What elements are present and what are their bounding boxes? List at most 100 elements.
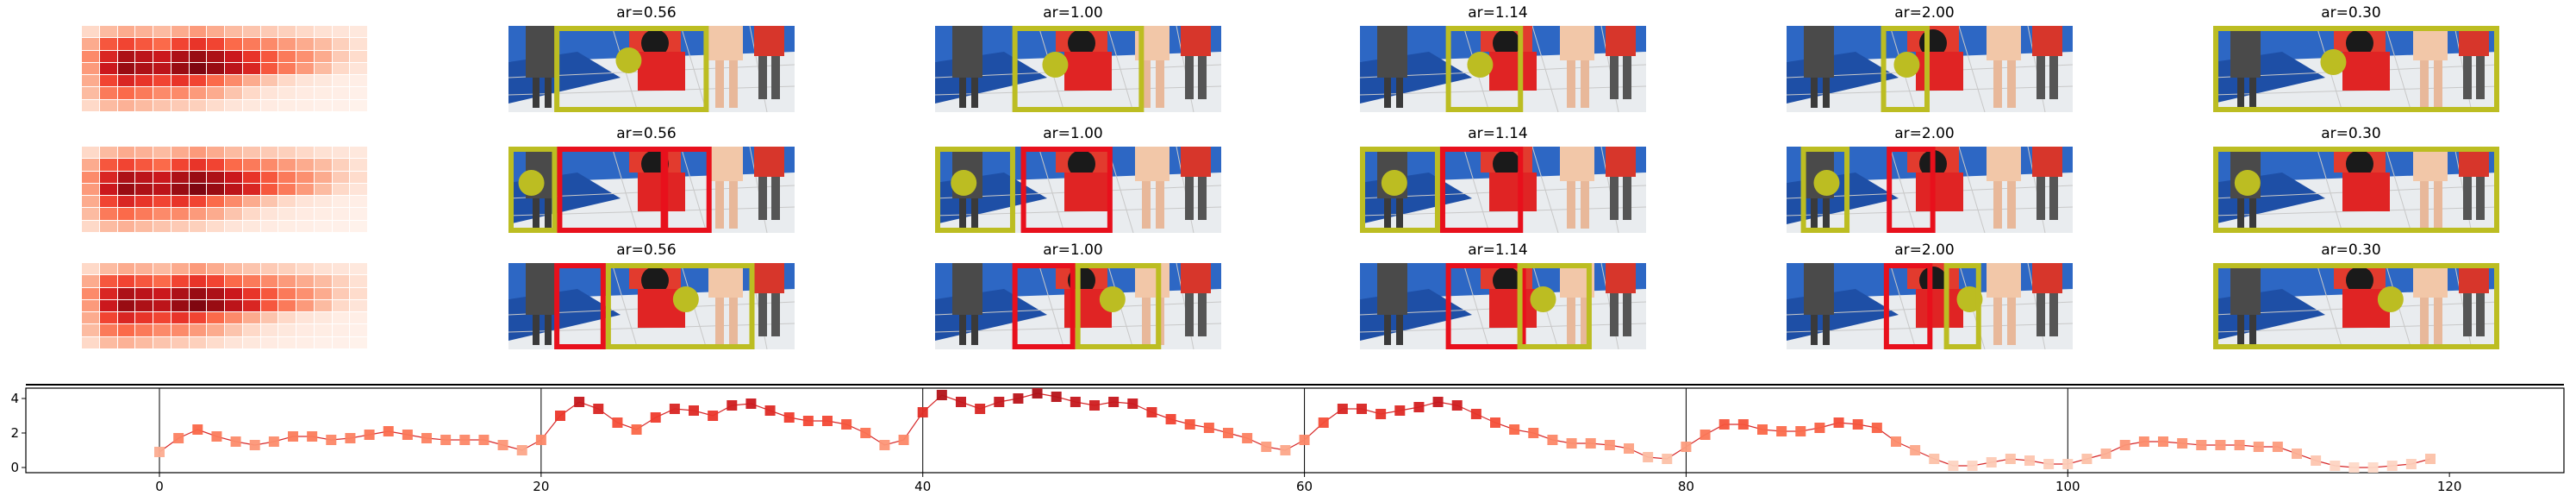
- data-point: [1986, 457, 1997, 467]
- heatmap-cell: [332, 50, 350, 62]
- heatmap-cell: [189, 62, 207, 75]
- crop-box-yellow: [1943, 263, 1981, 349]
- heatmap-cell: [278, 287, 296, 299]
- heatmap-cell: [242, 336, 260, 348]
- heatmap-cell: [117, 275, 135, 287]
- heatmap-cell: [350, 336, 367, 348]
- data-point: [1757, 424, 1768, 435]
- heatmap-cell: [135, 50, 153, 62]
- heatmap-cell: [135, 87, 153, 99]
- heatmap-cell: [117, 208, 135, 220]
- heatmap-cell: [82, 324, 99, 336]
- heatmap-cell: [171, 147, 189, 159]
- heatmap-cell: [350, 147, 367, 159]
- crop-thumbnail: [1360, 263, 1646, 349]
- heatmap-cell: [296, 299, 314, 312]
- heatmap-cell: [260, 196, 278, 208]
- aspect-ratio-title: ar=0.56: [616, 125, 677, 142]
- crop-thumbnail: [935, 147, 1221, 233]
- heatmap-cell: [332, 220, 350, 232]
- scene-image: [935, 263, 1221, 349]
- scene-image: [2213, 147, 2499, 233]
- heatmap-cell: [278, 324, 296, 336]
- heatmap-cell: [117, 196, 135, 208]
- heatmap-cell: [260, 220, 278, 232]
- heatmap-cell: [153, 287, 171, 299]
- data-point: [1432, 397, 1444, 407]
- heatmap-cell: [171, 99, 189, 111]
- heatmap-cell: [225, 159, 242, 171]
- aspect-ratio-title: ar=1.14: [1468, 125, 1528, 142]
- heatmap-cell: [189, 75, 207, 87]
- data-point: [1357, 404, 1367, 414]
- heatmap-cell: [189, 287, 207, 299]
- heatmap-cell: [260, 336, 278, 348]
- heatmap-cell: [99, 159, 117, 171]
- heatmap-cell: [314, 171, 332, 183]
- heatmap-cell: [153, 312, 171, 324]
- data-point: [2024, 455, 2035, 466]
- heatmap-cell: [260, 287, 278, 299]
- heatmap-cell: [171, 183, 189, 196]
- heatmap-cell: [260, 275, 278, 287]
- heatmap-cell: [82, 299, 99, 312]
- center-dot: [672, 286, 699, 312]
- heatmap-cell: [296, 183, 314, 196]
- heatmap-cell: [242, 275, 260, 287]
- heatmap-cell: [189, 26, 207, 38]
- heatmap-cell: [135, 75, 153, 87]
- data-point: [708, 411, 719, 421]
- heatmap-cell: [242, 50, 260, 62]
- data-point: [1509, 424, 1520, 435]
- heatmap-cell: [260, 208, 278, 220]
- heatmap-cell: [189, 183, 207, 196]
- scene-image: [1360, 26, 1646, 112]
- center-dot: [1530, 286, 1556, 312]
- scene-image: [935, 26, 1221, 112]
- crop-thumbnail: [508, 26, 795, 112]
- heatmap-cell: [350, 275, 367, 287]
- data-point: [2177, 438, 2188, 449]
- data-point: [2062, 459, 2074, 469]
- heatmap-cell: [242, 183, 260, 196]
- crop-box-yellow: [1360, 147, 1440, 233]
- data-point: [2348, 462, 2360, 473]
- heatmap-cell: [189, 196, 207, 208]
- heatmap-cell: [135, 263, 153, 275]
- heatmap-cell: [225, 183, 242, 196]
- aspect-ratio-title: ar=0.56: [616, 242, 677, 259]
- heatmap-cell: [171, 75, 189, 87]
- crop-box-red: [1012, 263, 1076, 349]
- heatmap-cell: [242, 299, 260, 312]
- crop-box-yellow: [1012, 26, 1145, 112]
- heatmap-cell: [260, 75, 278, 87]
- heatmap-cell: [171, 312, 189, 324]
- heatmap-cell: [99, 275, 117, 287]
- heatmap-cell: [117, 159, 135, 171]
- data-point: [879, 440, 890, 450]
- heatmap-cell: [296, 275, 314, 287]
- heatmap-cell: [189, 171, 207, 183]
- heatmap-cell: [242, 26, 260, 38]
- heatmap-cell: [242, 263, 260, 275]
- heatmap-cell: [350, 26, 367, 38]
- data-point: [345, 433, 356, 443]
- crop-box-yellow: [2213, 263, 2499, 349]
- heatmap-cell: [117, 324, 135, 336]
- data-point: [802, 416, 814, 426]
- data-point: [1681, 442, 1692, 452]
- heatmap-cell: [314, 38, 332, 50]
- heatmap-cell: [135, 38, 153, 50]
- data-point: [1165, 414, 1176, 424]
- heatmap-cell: [260, 87, 278, 99]
- heatmap-cell: [135, 196, 153, 208]
- heatmap-cell: [99, 287, 117, 299]
- heatmap-cell: [242, 87, 260, 99]
- data-point: [612, 417, 623, 428]
- heatmap-cell: [99, 99, 117, 111]
- data-point: [1146, 407, 1157, 417]
- heatmap-cell: [278, 159, 296, 171]
- heatmap-cell: [225, 38, 242, 50]
- heatmap-cell: [278, 196, 296, 208]
- scene-image: [1360, 147, 1646, 233]
